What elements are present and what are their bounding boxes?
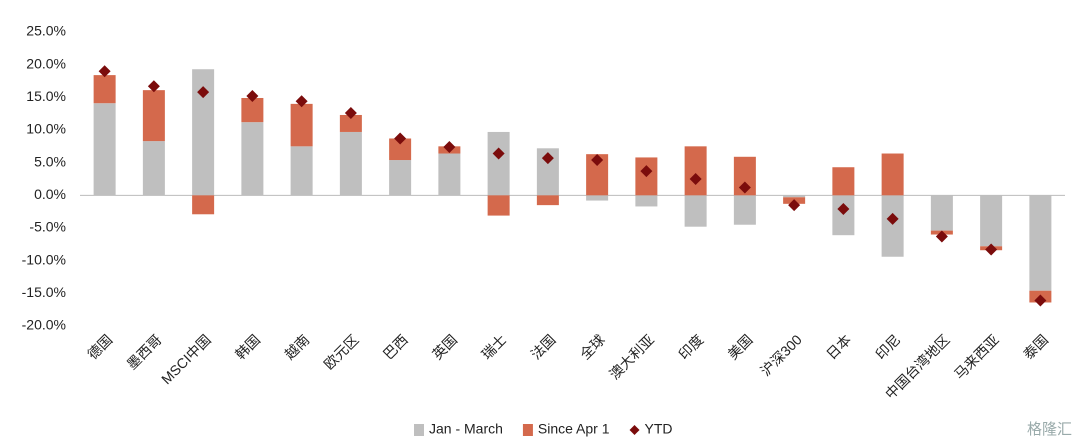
ytd-marker: [246, 90, 259, 103]
legend-swatch: [414, 424, 424, 436]
x-tick-label: 沪深300: [757, 331, 805, 379]
ytd-marker: [689, 173, 702, 185]
ytd-marker: [197, 86, 210, 99]
x-tick-label: 瑞士: [478, 331, 509, 362]
bar-segment: [684, 146, 707, 196]
legend-label: YTD: [645, 421, 673, 437]
ytd-marker: [985, 243, 998, 256]
bar-segment: [192, 195, 215, 215]
bar-segment: [832, 167, 855, 196]
bar-segment: [733, 195, 756, 225]
bar-segment: [192, 69, 215, 196]
bar-segment: [438, 153, 461, 196]
bar-segment: [783, 195, 806, 198]
x-tick-label: 韩国: [232, 331, 263, 362]
ytd-marker: [295, 95, 308, 108]
ytd-marker: [344, 107, 357, 120]
ytd-marker: [1034, 294, 1047, 307]
bar-segment: [536, 195, 559, 206]
x-tick-label: 英国: [429, 331, 460, 362]
bar-segment: [389, 138, 412, 161]
legend-swatch: [522, 424, 533, 436]
ytd-marker: [492, 147, 505, 160]
bar-segment: [881, 195, 904, 257]
ytd-marker: [443, 140, 456, 153]
bar-segment: [980, 195, 1003, 247]
x-tick-label: 印度: [675, 331, 706, 362]
bar-segment: [241, 97, 264, 123]
ytd-marker: [147, 80, 160, 93]
ytd-marker: [98, 65, 111, 78]
x-tick-label: 法国: [528, 331, 559, 362]
bar-segment: [487, 195, 510, 216]
bar-segment: [339, 114, 362, 132]
bar-segment: [389, 160, 412, 196]
bar-segment: [142, 141, 165, 196]
ytd-marker: [541, 152, 554, 165]
y-tick-label: 15.0%: [26, 88, 66, 104]
bar-segment: [93, 103, 116, 196]
ytd-marker: [738, 181, 751, 194]
x-tick-label: 澳大利亚: [606, 331, 657, 382]
x-tick-label: 日本: [823, 331, 854, 362]
x-tick-label: 墨西哥: [124, 331, 165, 372]
bar-segment: [290, 103, 313, 147]
x-tick-label: MSCI中国: [158, 331, 214, 387]
bar-segment: [1029, 195, 1052, 291]
bar-segment: [536, 148, 559, 196]
x-tick-label: 马来西亚: [951, 331, 1002, 382]
ytd-marker: [837, 203, 850, 216]
bar-segment: [684, 195, 707, 227]
y-tick-label: -5.0%: [29, 219, 66, 235]
ytd-marker: [640, 165, 653, 178]
bar-segment: [290, 146, 313, 196]
y-tick-label: 0.0%: [34, 186, 66, 202]
ytd-marker: [788, 199, 801, 212]
x-tick-label: 越南: [281, 331, 312, 362]
y-tick-label: 10.0%: [26, 121, 66, 137]
legend-swatch: [629, 425, 640, 435]
x-tick-label: 泰国: [1020, 331, 1051, 362]
x-tick-label: 巴西: [380, 331, 411, 362]
bar-segment: [487, 131, 510, 196]
y-tick-label: 20.0%: [26, 55, 66, 71]
bar-segment: [586, 195, 609, 201]
bar-segment: [93, 75, 116, 104]
bar-segment: [142, 90, 165, 142]
bar-segment: [635, 195, 658, 207]
ytd-marker: [394, 132, 407, 145]
legend-label: Since Apr 1: [538, 421, 610, 437]
x-tick-label: 全球: [577, 331, 608, 362]
y-tick-label: -10.0%: [22, 251, 66, 267]
y-tick-label: 25.0%: [26, 23, 66, 39]
ytd-marker: [935, 230, 948, 243]
ytd-marker: [591, 154, 604, 167]
ytd-marker: [886, 212, 899, 225]
bar-segment: [832, 195, 855, 236]
legend-label: Jan - March: [429, 421, 503, 437]
x-tick-label: 欧元区: [321, 331, 362, 372]
bar-segment: [586, 154, 609, 196]
y-tick-label: 5.0%: [34, 153, 66, 169]
x-tick-label: 德国: [84, 331, 115, 362]
x-tick-label: 美国: [725, 331, 756, 362]
bar-segment: [733, 156, 756, 196]
bar-segment: [930, 195, 953, 231]
bar-segment: [339, 131, 362, 196]
y-tick-label: -15.0%: [22, 284, 66, 300]
watermark: 格隆汇: [1027, 421, 1072, 438]
bar-segment: [241, 122, 264, 196]
bar-segment: [881, 153, 904, 196]
y-tick-label: -20.0%: [22, 317, 66, 333]
x-tick-label: 印尼: [872, 331, 903, 362]
